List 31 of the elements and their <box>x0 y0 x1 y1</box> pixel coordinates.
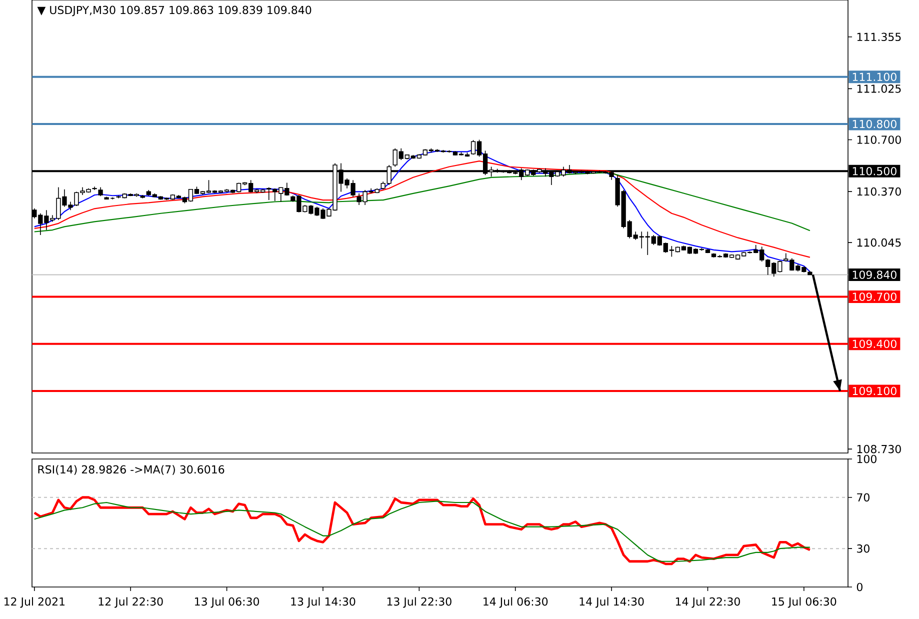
y-tick-label: 70 <box>857 493 870 502</box>
y-tick-label: 30 <box>857 544 870 553</box>
y-tick-label: 111.355 <box>857 32 901 42</box>
ref-line-label: 111.100 <box>852 72 896 82</box>
candlestick <box>92 186 97 190</box>
x-tick-label: 12 Jul 2021 <box>4 597 65 608</box>
x-tick-label: 13 Jul 22:30 <box>387 597 452 608</box>
x-tick-label: 13 Jul 06:30 <box>195 597 260 608</box>
y-tick-label: 0 <box>856 582 862 592</box>
x-tick-label: 14 Jul 06:30 <box>484 597 548 608</box>
ref-line-label: 109.100 <box>852 386 896 396</box>
ref-line-label: 109.700 <box>852 292 896 301</box>
x-tick-label: 14 Jul 22:30 <box>676 597 740 608</box>
ref-line-label: 110.800 <box>852 120 896 128</box>
x-tick-label: 14 Jul 14:30 <box>580 597 644 608</box>
x-tick-label: 12 Jul 22:30 <box>98 597 163 608</box>
x-tick-label: 13 Jul 14:30 <box>291 597 356 608</box>
line-series <box>34 149 810 272</box>
ref-line-label: 109.840 <box>852 270 896 279</box>
ref-line-label: 110.500 <box>852 166 896 176</box>
y-tick-label: 110.700 <box>857 136 901 144</box>
line-series <box>34 172 810 232</box>
ref-line-label: 109.400 <box>852 340 896 348</box>
text: RSI(14) 28.9826 ->MA(7) 30.6016 <box>38 465 224 475</box>
y-tick-label: 110.045 <box>857 238 901 247</box>
y-tick-label: 100 <box>857 454 876 464</box>
y-tick-label: 108.730 <box>857 444 901 454</box>
y-tick-label: 111.025 <box>857 84 901 93</box>
x-tick-label: 15 Jul 06:30 <box>772 597 836 608</box>
y-tick-label: 110.370 <box>857 187 901 196</box>
text: ▼ USDJPY,M30 109.857 109.863 109.839 109.840 <box>37 6 312 16</box>
